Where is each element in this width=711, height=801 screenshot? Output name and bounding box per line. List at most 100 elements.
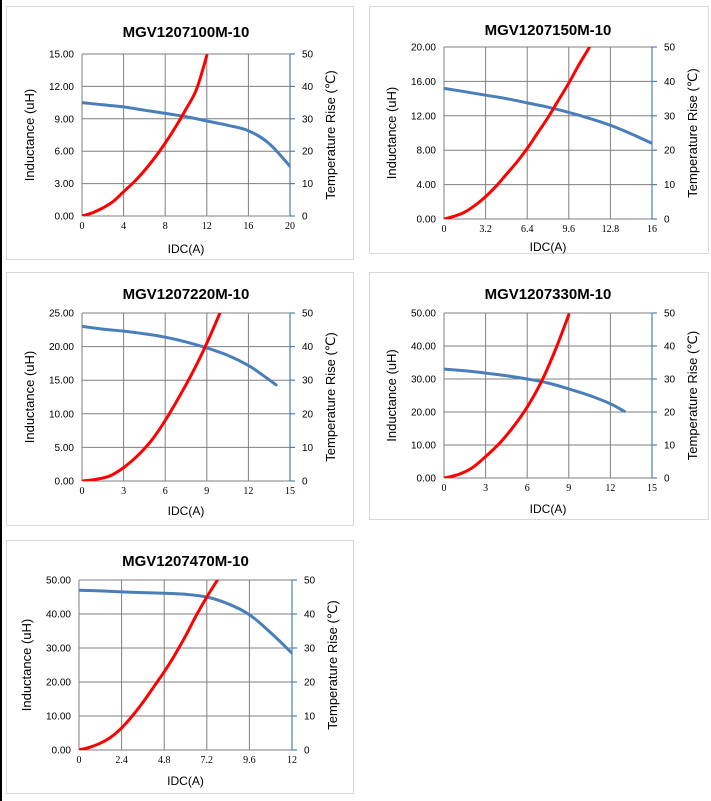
y-tick-label: 20.00 bbox=[49, 342, 74, 353]
y-tick-label: 10.00 bbox=[46, 712, 71, 723]
y2-tick-label: 0 bbox=[664, 474, 670, 485]
y-tick-label: 3.00 bbox=[55, 179, 75, 190]
y-tick-label: 40.00 bbox=[411, 342, 436, 353]
y2-tick-label: 20 bbox=[302, 409, 314, 420]
chart-panel-mgv1207100m: MGV1207100M-10 0.00 0 3.00 10 6.00 20 9.00 30 12.… bbox=[6, 6, 354, 260]
x-tick-label: 16 bbox=[243, 221, 253, 232]
y2-tick-label: 50 bbox=[302, 309, 314, 320]
y2-tick-label: 30 bbox=[304, 644, 316, 655]
y2-axis-label: Temperature Rise (℃) bbox=[685, 68, 700, 197]
y-axis-label: Inductance (uH) bbox=[22, 89, 37, 182]
y-tick-label: 6.00 bbox=[55, 147, 75, 158]
y-tick-label: 10.00 bbox=[49, 409, 74, 420]
x-tick-label: 0 bbox=[80, 486, 85, 497]
y-axis-label: Inductance (uH) bbox=[19, 619, 34, 712]
x-axis-label: IDC(A) bbox=[530, 502, 567, 516]
y2-tick-label: 40 bbox=[664, 342, 676, 353]
y2-tick-label: 20 bbox=[304, 678, 316, 689]
y2-tick-label: 10 bbox=[304, 712, 316, 723]
y-tick-label: 12.00 bbox=[411, 111, 436, 122]
x-tick-label: 12 bbox=[202, 221, 212, 232]
y-tick-label: 0.00 bbox=[52, 746, 72, 757]
y-tick-label: 0.00 bbox=[55, 212, 75, 223]
y-tick-label: 12.00 bbox=[49, 82, 74, 93]
temperature-rise-line bbox=[444, 313, 571, 478]
x-tick-label: 16 bbox=[647, 224, 657, 235]
chart-svg: MGV1207100M-10 0.00 0 3.00 10 6.00 20 9.00 30 12.… bbox=[22, 24, 338, 256]
y-tick-label: 0.00 bbox=[55, 477, 75, 488]
x-axis-label: IDC(A) bbox=[530, 240, 567, 254]
y2-axis-label: Temperature Rise (℃) bbox=[325, 600, 340, 729]
x-tick-label: 0 bbox=[77, 755, 82, 766]
x-axis-label: IDC(A) bbox=[168, 504, 205, 518]
inductance-line bbox=[79, 588, 292, 655]
x-tick-label: 9.6 bbox=[563, 224, 576, 235]
y-tick-label: 8.00 bbox=[417, 146, 437, 157]
y2-tick-label: 20 bbox=[302, 147, 314, 158]
y-tick-label: 16.00 bbox=[411, 77, 436, 88]
x-tick-label: 20 bbox=[285, 221, 295, 232]
x-tick-label: 15 bbox=[285, 486, 295, 497]
x-tick-label: 0 bbox=[442, 224, 447, 235]
x-tick-label: 12.8 bbox=[602, 224, 620, 235]
page-left-border bbox=[0, 0, 2, 801]
y2-tick-label: 10 bbox=[302, 179, 314, 190]
x-tick-label: 15 bbox=[647, 483, 657, 494]
temperature-rise-line bbox=[82, 54, 209, 216]
inductance-line bbox=[444, 367, 626, 413]
x-tick-label: 12 bbox=[243, 486, 253, 497]
y-tick-label: 4.00 bbox=[417, 180, 437, 191]
y2-tick-label: 0 bbox=[302, 212, 308, 223]
y2-tick-label: 40 bbox=[302, 82, 314, 93]
temperature-rise-line bbox=[79, 580, 219, 750]
temperature-rise-line bbox=[82, 313, 222, 481]
y-tick-label: 50.00 bbox=[46, 576, 71, 587]
y-tick-label: 5.00 bbox=[55, 443, 75, 454]
x-tick-label: 0 bbox=[442, 483, 447, 494]
y-axis-label: Inductance (uH) bbox=[22, 351, 37, 444]
y2-tick-label: 30 bbox=[664, 111, 676, 122]
chart-title: MGV1207150M-10 bbox=[485, 22, 612, 39]
y2-tick-label: 10 bbox=[664, 180, 676, 191]
x-tick-label: 12 bbox=[605, 483, 615, 494]
y2-tick-label: 30 bbox=[302, 376, 314, 387]
y-tick-label: 25.00 bbox=[49, 309, 74, 320]
y2-tick-label: 20 bbox=[664, 408, 676, 419]
x-tick-label: 7.2 bbox=[201, 755, 214, 766]
chart-panel-mgv1207470m: MGV1207470M-10 0.00 0 10.00 10 20.00 20 30.00 30… bbox=[6, 540, 354, 794]
chart-title: MGV1207100M-10 bbox=[123, 24, 250, 41]
y2-tick-label: 50 bbox=[302, 50, 314, 61]
y-tick-label: 30.00 bbox=[46, 644, 71, 655]
x-tick-label: 12 bbox=[287, 755, 297, 766]
y-tick-label: 0.00 bbox=[417, 474, 437, 485]
y-tick-label: 20.00 bbox=[411, 43, 436, 54]
chart-title: MGV1207330M-10 bbox=[485, 286, 612, 303]
x-tick-label: 3 bbox=[483, 483, 488, 494]
y2-tick-label: 40 bbox=[664, 77, 676, 88]
y2-tick-label: 40 bbox=[302, 342, 314, 353]
y-tick-label: 9.00 bbox=[55, 114, 75, 125]
chart-title: MGV1207220M-10 bbox=[123, 286, 250, 303]
x-axis-label: IDC(A) bbox=[167, 774, 204, 788]
x-tick-label: 4.8 bbox=[158, 755, 171, 766]
y-tick-label: 20.00 bbox=[46, 678, 71, 689]
y2-axis-label: Temperature Rise (℃) bbox=[685, 331, 700, 460]
y-tick-label: 15.00 bbox=[49, 50, 74, 61]
x-tick-label: 3.2 bbox=[479, 224, 492, 235]
x-tick-label: 3 bbox=[121, 486, 126, 497]
y2-axis-label: Temperature Rise (℃) bbox=[323, 332, 338, 461]
chart-title: MGV1207470M-10 bbox=[122, 553, 249, 570]
chart-svg: MGV1207150M-10 0.00 0 4.00 10 8.00 20 12.00 30 16… bbox=[384, 22, 700, 254]
x-tick-label: 9.6 bbox=[243, 755, 256, 766]
y-tick-label: 20.00 bbox=[411, 408, 436, 419]
y2-tick-label: 0 bbox=[302, 477, 308, 488]
y2-tick-label: 40 bbox=[304, 610, 316, 621]
y2-tick-label: 0 bbox=[664, 215, 670, 226]
y2-tick-label: 50 bbox=[664, 309, 676, 320]
x-tick-label: 6 bbox=[163, 486, 168, 497]
x-tick-label: 9 bbox=[566, 483, 571, 494]
chart-svg: MGV1207470M-10 0.00 0 10.00 10 20.00 20 30.00 30… bbox=[19, 553, 340, 788]
inductance-line bbox=[82, 324, 278, 387]
x-tick-label: 2.4 bbox=[115, 755, 128, 766]
